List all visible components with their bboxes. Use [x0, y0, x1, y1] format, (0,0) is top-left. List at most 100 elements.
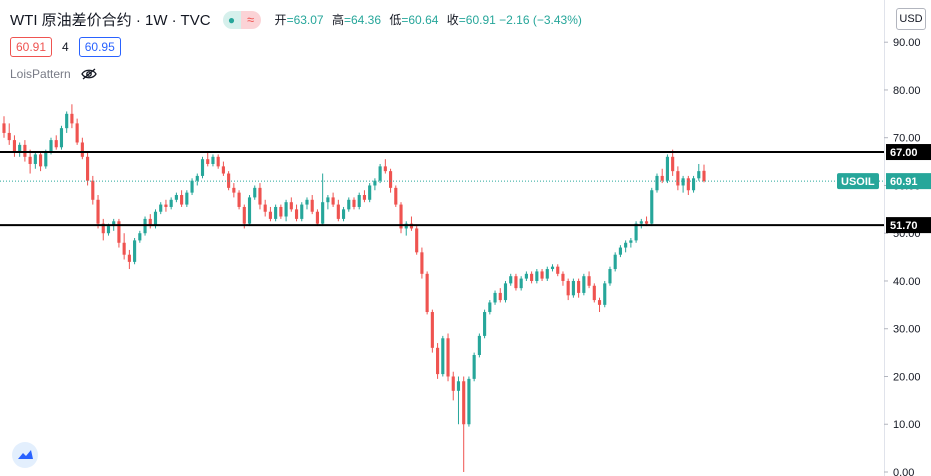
candle-body: [59, 128, 64, 148]
candle-body: [28, 156, 32, 164]
candle-body: [571, 280, 575, 296]
candle-body: [174, 195, 178, 200]
candle-body: [247, 197, 252, 224]
candle-body: [164, 204, 168, 207]
candle-body: [211, 156, 215, 164]
candle-body: [242, 206, 246, 224]
candle-body: [106, 226, 111, 234]
candle-body: [550, 266, 555, 270]
y-tick-label: 30.00: [893, 324, 921, 336]
candle-body: [545, 269, 549, 279]
symbol-title[interactable]: WTI 原油差价合约 · 1W · TVC: [10, 12, 211, 29]
candle-body: [420, 252, 424, 274]
high-value: =64.36: [343, 13, 382, 27]
indicator-legend[interactable]: LoisPattern: [10, 67, 97, 81]
eye-hidden-icon[interactable]: [80, 68, 97, 80]
candle-body: [221, 166, 225, 174]
candle-body: [65, 113, 69, 129]
candle-body: [305, 199, 309, 205]
candle-body: [373, 180, 377, 186]
candle-body: [331, 197, 335, 205]
candle-body: [451, 376, 455, 391]
tradingview-logo[interactable]: [12, 442, 38, 468]
candle-body: [436, 347, 440, 375]
ask-button[interactable]: 60.95: [78, 37, 121, 57]
line-label-box: [886, 217, 931, 234]
candle-body: [592, 285, 596, 301]
candle-body: [561, 273, 565, 281]
ohlc-values: 开=63.07 高=64.36 低=60.64 收=60.91 −2.16 (−…: [275, 11, 587, 28]
low-value: =60.64: [401, 13, 439, 27]
y-tick-label: 10.00: [893, 419, 921, 431]
high-key: 高: [331, 13, 344, 27]
candle-body: [415, 228, 419, 253]
candle-body: [200, 159, 205, 176]
market-status-icon: ●: [222, 10, 241, 29]
candle-body: [2, 123, 6, 133]
candle-body: [681, 178, 685, 186]
candle-body: [430, 312, 434, 348]
candle-body: [258, 187, 262, 205]
open-key: 开: [274, 13, 287, 27]
candle-body: [597, 300, 602, 305]
candle-body: [697, 171, 701, 179]
candle-body: [383, 166, 387, 172]
candle-body: [289, 202, 293, 210]
indicator-name: LoisPattern: [10, 67, 71, 81]
line-label: 51.70: [890, 220, 918, 232]
candle-body: [253, 187, 257, 198]
close-key: 收: [446, 13, 459, 27]
candle-body: [148, 218, 152, 227]
candle-body: [195, 175, 199, 181]
candle-body: [483, 312, 487, 336]
candle-body: [49, 140, 53, 153]
candle-body: [263, 204, 267, 212]
close-value: =60.91 −2.16 (−3.43%): [458, 13, 582, 27]
candle-body: [117, 221, 121, 243]
candle-body: [368, 185, 372, 200]
candle-body: [138, 233, 142, 241]
line-label-box: [886, 144, 931, 161]
candle-body: [530, 273, 534, 281]
candle-body: [294, 209, 299, 219]
candle-body: [54, 140, 58, 148]
candle-body: [691, 178, 696, 191]
candle-body: [321, 202, 325, 224]
candle-body: [509, 276, 513, 284]
candle-body: [556, 266, 560, 274]
candle-body: [665, 156, 669, 181]
currency-button[interactable]: USD: [896, 8, 926, 30]
bid-button[interactable]: 60.91: [10, 37, 53, 57]
candle-body: [159, 204, 163, 212]
bid-ask-row: 60.91 4 60.95: [10, 37, 121, 57]
y-tick-label: 90.00: [893, 37, 921, 49]
candle-body: [702, 170, 706, 182]
last-price-box: [886, 173, 931, 190]
candle-body: [566, 280, 570, 296]
open-value: =63.07: [286, 13, 324, 27]
candle-body: [268, 211, 272, 219]
last-price-label: 60.91: [890, 176, 918, 188]
candle-body: [75, 123, 79, 143]
candle-body: [70, 113, 74, 124]
candle-body: [336, 204, 340, 219]
candle-body: [12, 140, 17, 153]
candle-body: [425, 273, 429, 313]
candle-body: [394, 187, 398, 205]
candle-body: [23, 144, 27, 157]
status-indicator[interactable]: ● ≈: [222, 10, 261, 29]
candle-body: [577, 280, 581, 293]
candle-body: [310, 199, 314, 212]
candle-body: [7, 132, 11, 141]
candle-body: [644, 221, 649, 224]
candle-body: [18, 144, 22, 153]
candle-body: [341, 209, 346, 219]
candle-body: [660, 175, 664, 181]
candle-body: [624, 242, 628, 248]
candle-body: [629, 240, 633, 243]
candle-body: [467, 378, 471, 425]
candle-body: [206, 159, 210, 164]
candle-body: [676, 171, 680, 186]
candle-body: [153, 211, 158, 227]
